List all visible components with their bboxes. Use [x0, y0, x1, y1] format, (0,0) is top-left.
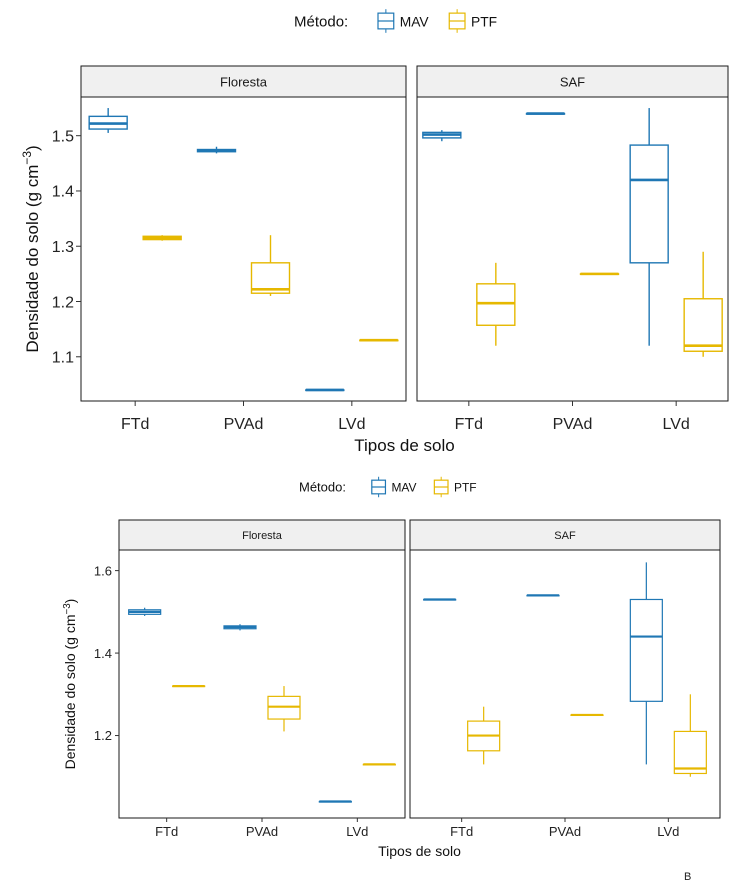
facet-panel	[80, 96, 407, 402]
y-tick-label: 1.5	[52, 128, 74, 145]
facet-saf: SAF FTd PVAd LVd	[416, 65, 729, 433]
legend: Método: MAV PTF	[299, 476, 477, 498]
x-tick-label: FTd	[450, 824, 473, 839]
facet-strip-label: SAF	[560, 74, 585, 89]
box-lvd-ptf	[362, 763, 396, 766]
x-tick-label: LVd	[663, 416, 690, 433]
box-pvad-ptf	[579, 272, 620, 276]
box-lvd-mav	[318, 800, 352, 803]
box-body	[683, 298, 723, 352]
x-tick-label: LVd	[657, 824, 679, 839]
legend-label-ptf: PTF	[471, 14, 497, 29]
box-ftd-ptf	[476, 262, 516, 346]
facet-strip	[80, 65, 407, 98]
box-ftd-mav	[128, 607, 162, 616]
facet-saf: SAF FTd PVAd LVd	[409, 519, 721, 839]
facet-panel	[416, 96, 729, 402]
y-tick-label: 1.4	[94, 646, 112, 661]
facet-strip-label: SAF	[554, 530, 576, 542]
y-tick-label: 1.6	[94, 563, 112, 578]
legend-title: Método:	[294, 13, 348, 30]
x-tick-label: LVd	[338, 416, 365, 433]
box-body	[673, 730, 707, 775]
facet-strip-label: Floresta	[220, 74, 268, 89]
facet-strip-label: Floresta	[242, 530, 283, 542]
box-ftd-ptf	[172, 684, 206, 688]
x-tick-label: FTd	[155, 824, 178, 839]
chart-top: Método: MAV PTF Floresta FTd PVAd LVd 1.1 1.2 1.3…	[20, 9, 729, 455]
box-lvd-ptf	[673, 694, 707, 777]
box-lvd-ptf	[683, 251, 723, 357]
x-axis-title: Tipos de solo	[354, 436, 454, 455]
box-body	[476, 283, 516, 326]
y-axis-title: Densidade do solo (g cm−3)	[62, 599, 79, 770]
y-tick-label: 1.3	[52, 239, 74, 256]
box-pvad-ptf	[267, 686, 301, 732]
facet-panel	[409, 549, 721, 819]
box-lvd-mav	[629, 108, 669, 346]
box-ftd-ptf	[142, 235, 182, 241]
facet-strip	[416, 65, 729, 98]
box-pvad-mav	[526, 594, 560, 597]
legend: Método: MAV PTF	[294, 9, 497, 33]
box-pvad-ptf	[570, 713, 604, 717]
box-lvd-mav	[305, 388, 345, 392]
facet-floresta: Floresta FTd PVAd LVd 1.2 1.4 1.6	[94, 519, 406, 839]
box-ftd-mav	[88, 108, 128, 133]
box-ftd-mav	[422, 130, 462, 142]
y-tick-label: 1.2	[52, 294, 74, 311]
box-lvd-mav	[629, 562, 663, 765]
box-ftd-ptf	[467, 706, 501, 765]
box-lvd-ptf	[359, 338, 399, 342]
y-tick-label: 1.2	[94, 728, 112, 743]
legend-label-mav: MAV	[400, 14, 430, 29]
y-axis-title: Densidade do solo (g cm−3)	[20, 145, 42, 352]
x-tick-label: PVAd	[224, 416, 264, 433]
y-tick-label: 1.4	[52, 184, 74, 201]
box-pvad-mav	[525, 112, 566, 115]
x-tick-label: PVAd	[553, 416, 593, 433]
x-tick-label: FTd	[121, 416, 149, 433]
facet-strip	[118, 519, 406, 551]
panel-label: B	[684, 871, 691, 881]
facet-panel	[118, 549, 406, 819]
box-pvad-mav	[196, 146, 237, 154]
x-tick-label: LVd	[346, 824, 368, 839]
box-body	[629, 598, 663, 702]
legend-label-ptf: PTF	[454, 481, 477, 495]
box-ftd-mav	[423, 598, 457, 601]
box-body	[629, 144, 669, 264]
y-tick-label: 1.1	[52, 350, 74, 367]
chart-bottom: Método: MAV PTF Floresta FTd PVAd LVd 1.2 1.4 1.6…	[62, 476, 721, 859]
box-pvad-ptf	[250, 235, 291, 296]
x-tick-label: PVAd	[246, 824, 278, 839]
legend-title: Método:	[299, 480, 346, 495]
x-tick-label: PVAd	[549, 824, 581, 839]
facet-floresta: Floresta FTd PVAd LVd 1.1 1.2 1.3 1.4 1.5	[52, 65, 407, 433]
legend-label-mav: MAV	[391, 481, 416, 495]
x-axis-title: Tipos de solo	[378, 843, 461, 859]
box-pvad-mav	[223, 624, 257, 631]
x-tick-label: FTd	[455, 416, 483, 433]
